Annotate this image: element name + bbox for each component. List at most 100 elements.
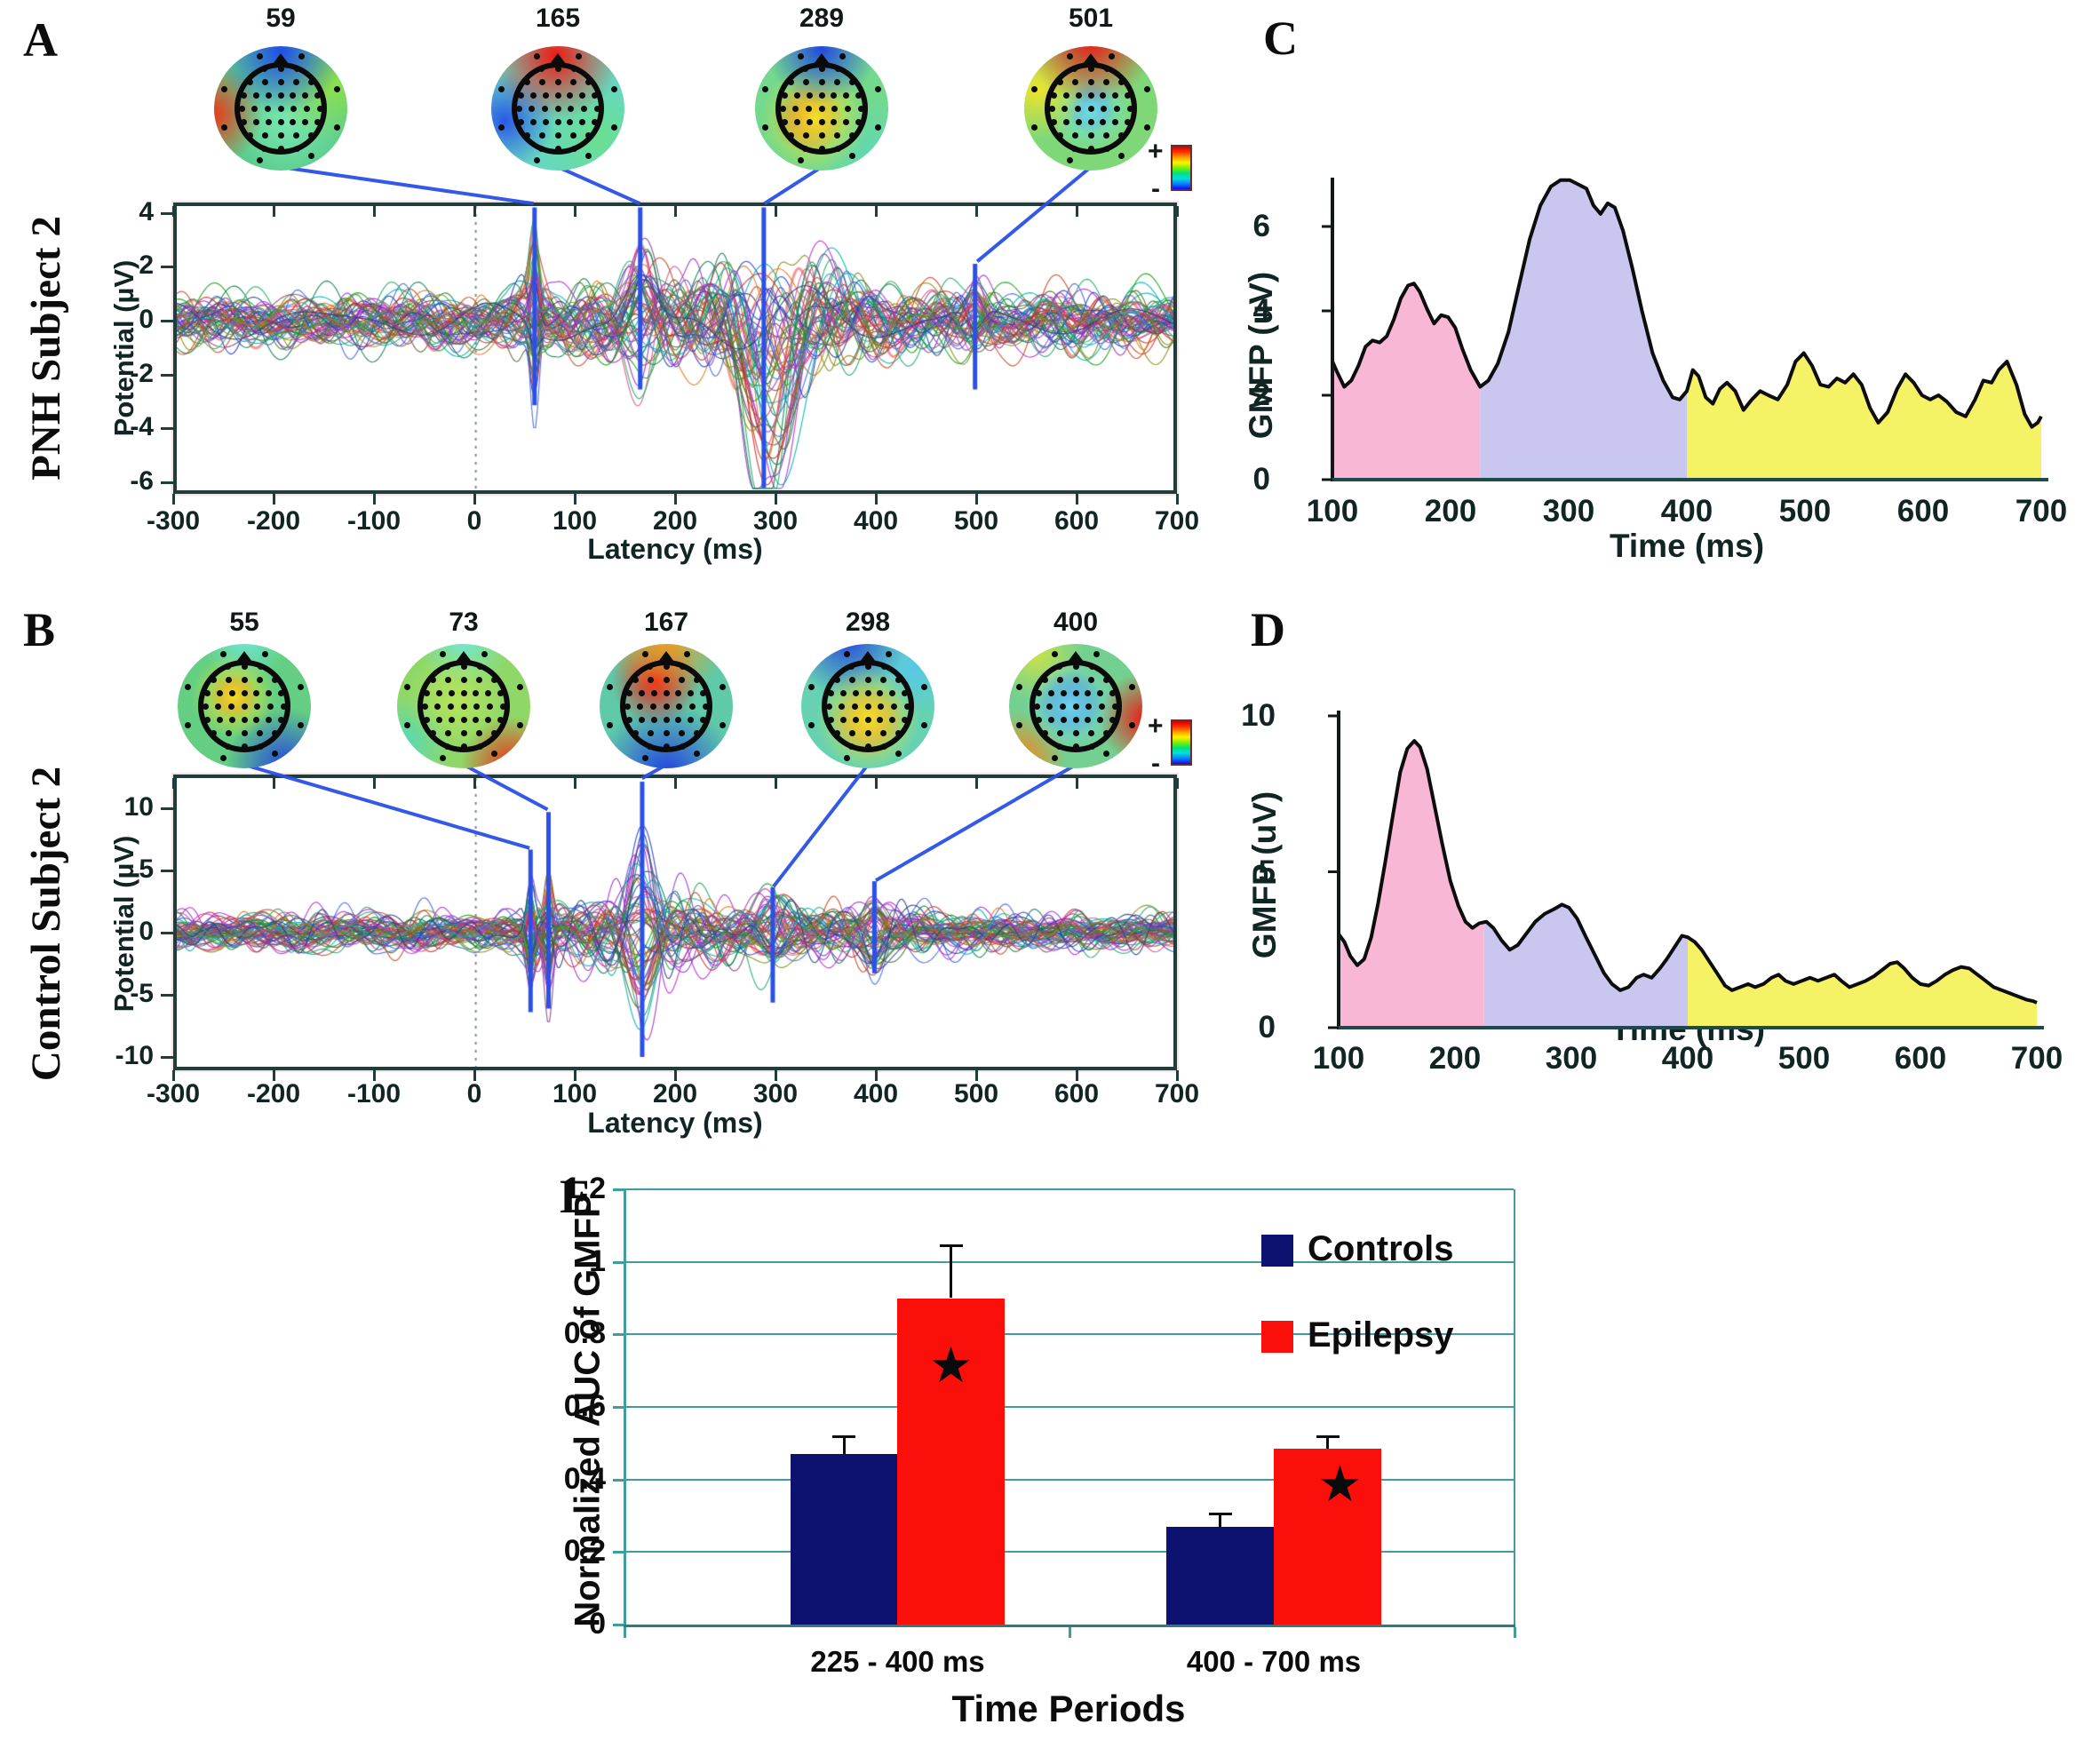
y-tick-label-e: 0 [589, 1607, 606, 1641]
panel-a-letter: A [23, 13, 58, 67]
x-tick-label-a: 400 [853, 506, 899, 536]
electrode-dot [262, 78, 269, 85]
electrode-dot [241, 663, 248, 670]
electrode-dot [688, 716, 695, 723]
outer-electrode-dot [798, 156, 805, 163]
x-tick-top-a [1076, 206, 1078, 217]
electrode-dot [864, 729, 871, 736]
outer-electrode-dot [257, 156, 264, 163]
outer-electrode-dot [642, 754, 649, 761]
electrode-dot [593, 105, 600, 112]
electrode-dot [650, 689, 657, 696]
x-tick-bottom-b [574, 1070, 576, 1081]
electrode-dot [1125, 118, 1132, 125]
electrode-dot [880, 663, 887, 670]
electrode-dot [542, 91, 549, 99]
electrode-dot [833, 78, 840, 85]
x-tick-label-d: 200 [1428, 1041, 1482, 1076]
electrode-dot [262, 131, 269, 139]
head-outline-ring [822, 660, 914, 752]
x-tick-bottom-b [775, 1070, 777, 1081]
electrode-dot [211, 676, 218, 683]
electrode-dot [818, 105, 825, 112]
y-axis-e [624, 1189, 626, 1625]
electrode-dot [241, 743, 248, 750]
electrode-dot [241, 716, 248, 723]
error-bar-stem [950, 1245, 952, 1299]
electrode-dot [894, 729, 902, 736]
y-tick-e [613, 1260, 624, 1264]
electrode-dot [852, 689, 859, 696]
outer-electrode-dot [517, 721, 524, 728]
electrode-dot [1100, 91, 1107, 99]
topo-time-label-b: 400 [1053, 608, 1099, 637]
x-tick-top-b [473, 778, 476, 789]
electrode-dot [1126, 105, 1133, 112]
x-tick-label-b: 100 [552, 1079, 598, 1108]
electrode-dot [1072, 689, 1079, 696]
electrode-dot [265, 91, 272, 99]
x-tick-label-d: 600 [1894, 1041, 1947, 1076]
outer-electrode-dot [1067, 53, 1074, 60]
nose-marker [814, 53, 830, 64]
electrode-dot [261, 65, 268, 72]
x-tick-top-a [775, 206, 777, 217]
electrode-dot [252, 118, 259, 125]
electrode-dot [803, 131, 810, 139]
colorbar-a-plus-label: + [1148, 137, 1164, 166]
gridline-e [624, 1260, 1514, 1263]
electrode-dot [1048, 105, 1055, 112]
electrode-dot [864, 716, 871, 723]
electrode-dot [277, 145, 284, 152]
electrode-dot [834, 65, 841, 72]
electrode-dot [517, 118, 524, 125]
y-tick-label-a: 2 [139, 250, 154, 281]
electrode-dot [864, 689, 871, 696]
electrode-dot [637, 703, 644, 710]
electrode-dot [241, 703, 248, 710]
y-tick-a [161, 320, 173, 322]
electrode-dot [203, 716, 211, 723]
outer-electrode-dot [1015, 721, 1022, 728]
electrode-dot [1075, 91, 1082, 99]
electrode-dot [1057, 729, 1064, 736]
electrode-dot [292, 78, 299, 85]
outer-electrode-dot [693, 751, 700, 758]
electrode-dot [444, 663, 451, 670]
electrode-dot [889, 689, 896, 696]
bar-epilepsy-2 [1274, 1448, 1381, 1625]
x-tick-top-b [1176, 778, 1179, 789]
right-border-e [1514, 1189, 1515, 1625]
category-label-e: 225 - 400 ms [810, 1645, 985, 1678]
bar-controls-1 [791, 1454, 897, 1625]
electrode-dot [1098, 703, 1105, 710]
x-tick-label-b: 300 [752, 1079, 799, 1108]
topo-map-a-59 [214, 46, 347, 171]
x-tick-label-c: 300 [1542, 494, 1595, 528]
electrode-dot [1103, 65, 1110, 72]
electrode-dot [818, 131, 825, 139]
electrode-dot [486, 703, 493, 710]
x-tick-top-a [1176, 206, 1179, 217]
electrode-dot [864, 703, 871, 710]
y-tick-e [613, 1478, 624, 1482]
y-tick-b [161, 994, 173, 997]
electrode-dot [852, 716, 859, 723]
electrode-dot [1057, 676, 1064, 683]
electrode-dot [802, 65, 809, 72]
electrode-dot [1072, 743, 1079, 750]
electrode-dot [266, 689, 273, 696]
electrode-dot [538, 65, 545, 72]
outer-electrode-dot [611, 123, 618, 131]
electrode-dot [632, 676, 640, 683]
electrode-dot [825, 703, 832, 710]
electrode-dot [793, 91, 800, 99]
x-tick-bottom-a [975, 494, 978, 505]
electrode-dot [806, 118, 813, 125]
outer-electrode-dot [298, 53, 305, 60]
electrode-dot [1117, 131, 1125, 139]
electrode-dot [316, 105, 323, 112]
electrode-dot [1046, 703, 1053, 710]
x-tick-top-b [172, 778, 175, 789]
x-tick-label-d: 100 [1312, 1041, 1365, 1076]
